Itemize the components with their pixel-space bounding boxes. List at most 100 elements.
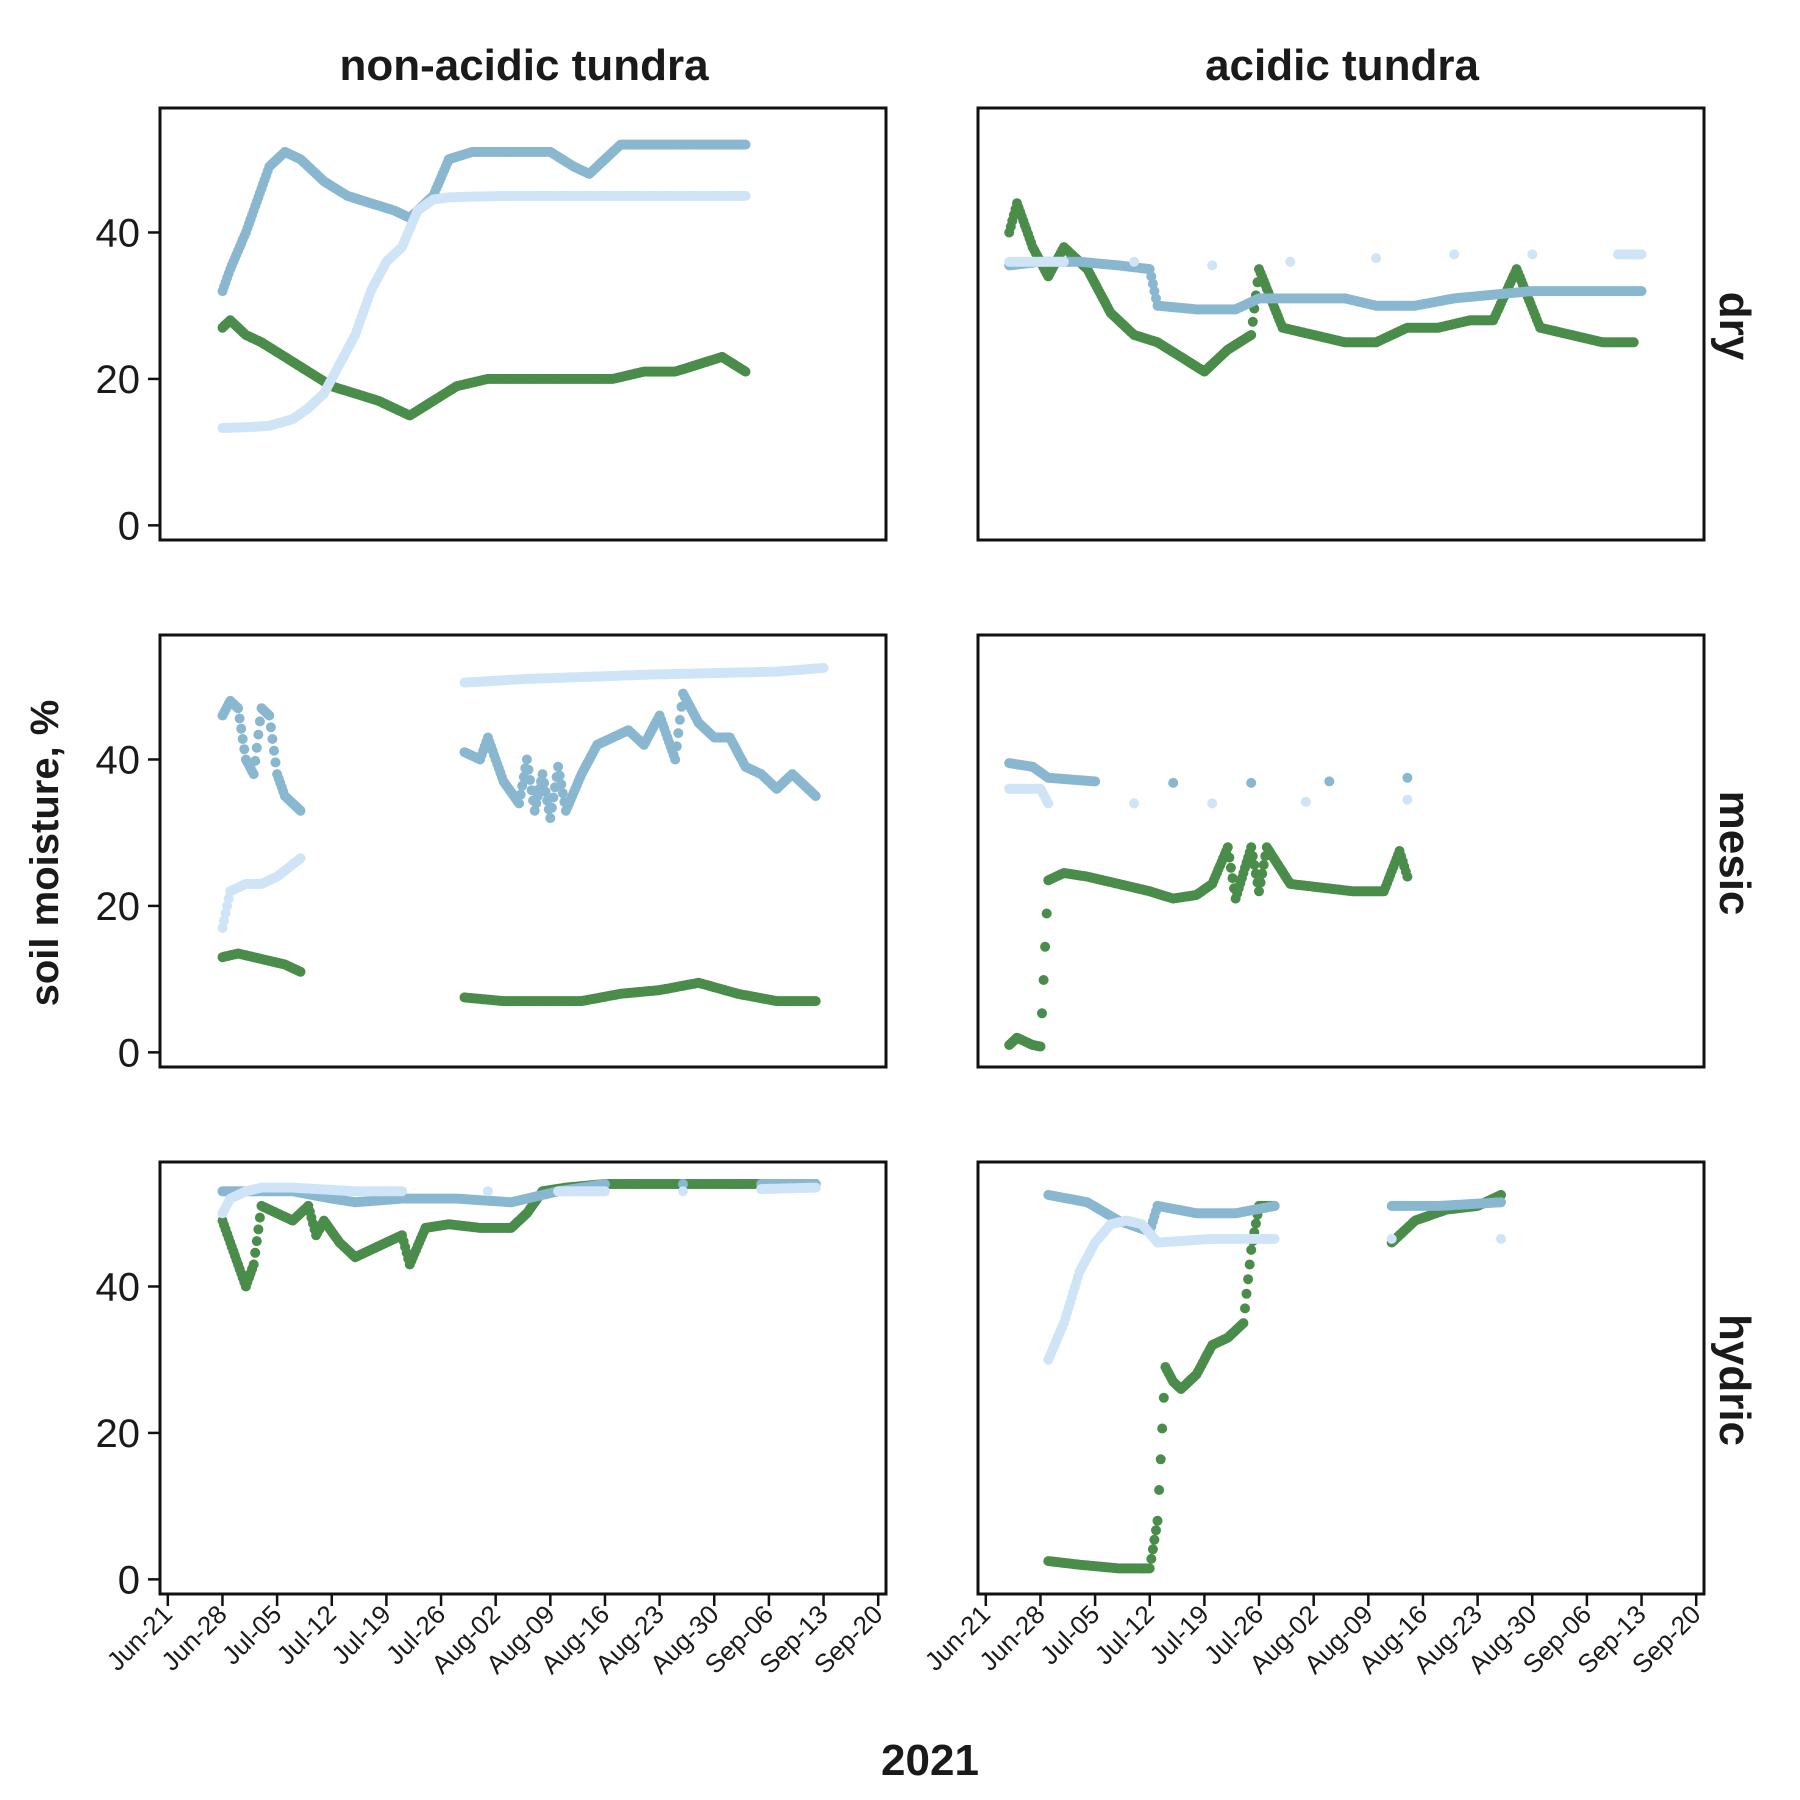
data-point [1246, 1244, 1257, 1255]
series-1 [217, 139, 751, 297]
data-point [674, 714, 685, 725]
data-point [1496, 1197, 1506, 1208]
data-point [557, 788, 568, 799]
data-point [482, 1186, 493, 1197]
data-point [1628, 337, 1639, 348]
series-0 [217, 315, 751, 421]
data-point [1168, 777, 1179, 788]
data-point [1058, 256, 1069, 267]
y-tick-label: 20 [96, 885, 141, 929]
data-point [1207, 260, 1218, 271]
y-tick-label: 0 [118, 1031, 140, 1075]
data-point [254, 1212, 265, 1223]
data-point [515, 789, 526, 800]
panel-frame [976, 633, 1706, 1069]
x-tick-label: Jul-05 [216, 1599, 287, 1670]
data-point [556, 779, 567, 790]
data-point [1129, 798, 1140, 809]
data-point [671, 741, 682, 752]
y-tick-label: 40 [96, 738, 141, 782]
panels: 020400204002040Jun-21Jun-28Jul-05Jul-12J… [96, 106, 1706, 1680]
data-point [1386, 1233, 1397, 1244]
series-2 [1004, 783, 1413, 809]
data-point [269, 745, 279, 756]
data-point [1246, 777, 1257, 788]
y-tick-label: 40 [96, 1265, 141, 1309]
data-point [548, 792, 559, 803]
data-point [514, 798, 525, 809]
data-point [1496, 1233, 1506, 1244]
data-point [250, 1247, 261, 1258]
panel-hydric-acidic: Jun-21Jun-28Jul-05Jul-12Jul-19Jul-26Aug-… [919, 1160, 1706, 1680]
data-point [237, 734, 248, 744]
data-point [1157, 1423, 1168, 1434]
data-point [251, 742, 262, 753]
data-point [740, 366, 751, 377]
series-0 [217, 948, 821, 1007]
data-point [248, 1259, 259, 1270]
data-point [1636, 286, 1647, 297]
data-point [1257, 868, 1268, 879]
panel-mesic-acidic [976, 633, 1706, 1069]
x-tick-label: Jul-12 [1089, 1599, 1160, 1670]
y-tick-label: 0 [118, 1558, 140, 1602]
data-point [546, 802, 557, 813]
data-point [525, 775, 535, 785]
data-point [537, 769, 548, 780]
data-point [1155, 1454, 1166, 1465]
data-point [234, 713, 245, 724]
data-point [1225, 862, 1236, 873]
data-point [1241, 1288, 1252, 1299]
data-point [1249, 859, 1260, 870]
x-tick-label: Jul-05 [1034, 1599, 1105, 1670]
data-point [545, 813, 556, 824]
panel-frame [158, 1160, 888, 1596]
data-point [233, 703, 244, 714]
data-point [521, 754, 532, 765]
data-point [1147, 1544, 1158, 1555]
data-point [1152, 1515, 1163, 1526]
data-point [250, 755, 261, 766]
data-point [295, 805, 306, 816]
data-point [1154, 1485, 1165, 1495]
panel-mesic-non-acidic: 0 20 40 [96, 633, 888, 1075]
data-point [1250, 1218, 1261, 1229]
data-point [1371, 253, 1382, 264]
data-point [1224, 852, 1235, 863]
data-point [251, 1236, 262, 1247]
series-0 [1043, 1189, 1506, 1574]
y-tick-label: 40 [96, 211, 141, 255]
data-point [554, 770, 565, 781]
data-point [1144, 1563, 1155, 1574]
series-2 [1043, 1215, 1506, 1365]
data-point [740, 190, 751, 201]
data-point [248, 769, 259, 780]
data-point [267, 734, 278, 744]
data-point [1240, 1303, 1250, 1314]
x-tick-label: Jul-19 [325, 1599, 396, 1670]
data-point [1255, 877, 1266, 888]
data-point [1402, 794, 1413, 805]
series-1 [1004, 256, 1647, 315]
data-point [1254, 886, 1264, 897]
data-point [1247, 316, 1258, 327]
data-point [1151, 1525, 1161, 1536]
y-axis-label: soil moisture, % [23, 700, 67, 1007]
data-point [253, 729, 264, 740]
data-point [1247, 851, 1258, 862]
data-point [270, 757, 281, 768]
data-point [236, 723, 247, 734]
data-point [1129, 256, 1140, 267]
series-1 [1004, 758, 1413, 788]
data-point [1038, 975, 1049, 985]
series-0 [1004, 842, 1413, 1052]
data-point [295, 966, 306, 977]
data-point [678, 1186, 688, 1197]
data-point [810, 996, 821, 1007]
data-point [810, 1182, 821, 1193]
data-point [673, 728, 684, 739]
series-2 [217, 190, 751, 433]
data-point [265, 722, 276, 733]
panel-frame [976, 106, 1706, 542]
